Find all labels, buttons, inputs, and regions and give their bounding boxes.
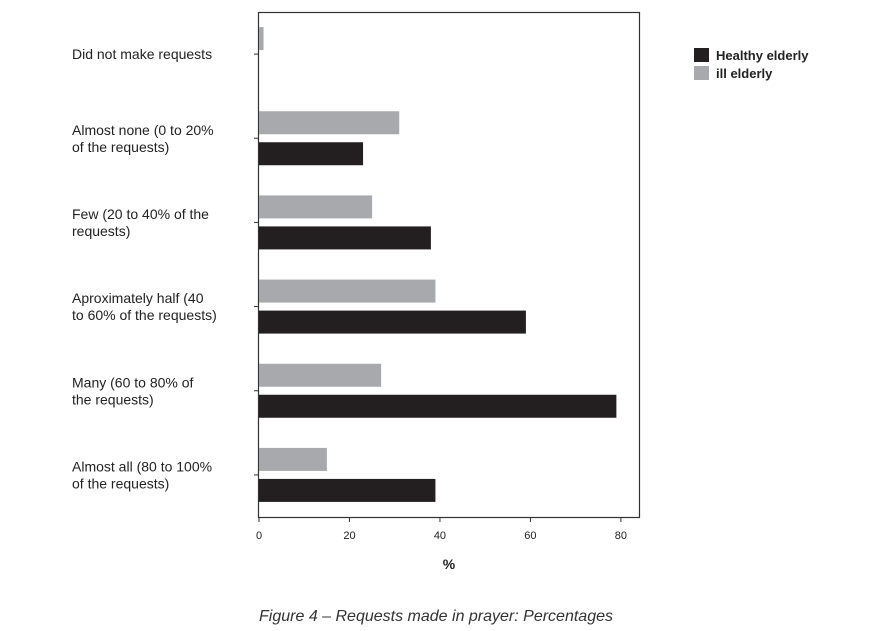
category-label: Did not make requests bbox=[72, 46, 212, 62]
category-label: requests) bbox=[72, 223, 130, 239]
category-label: Aproximately half (40 bbox=[72, 290, 204, 306]
bar-ill-3 bbox=[259, 279, 436, 303]
bar-healthy-5 bbox=[259, 478, 436, 502]
category-labels: Did not make requests Almost none (0 to 2… bbox=[72, 46, 217, 491]
category-label: the requests) bbox=[72, 391, 154, 407]
x-axis-title: % bbox=[443, 556, 456, 572]
x-tick-label: 80 bbox=[615, 530, 627, 542]
y-ticks bbox=[254, 53, 259, 476]
bar-healthy-1 bbox=[259, 142, 364, 166]
plot-frame bbox=[257, 11, 641, 519]
category-label: of the requests) bbox=[72, 475, 169, 491]
bar-ill-4 bbox=[259, 363, 382, 387]
bars-layer bbox=[259, 27, 617, 502]
category-label: Few (20 to 40% of the bbox=[72, 206, 209, 222]
bar-healthy-3 bbox=[259, 310, 526, 334]
bar-healthy-2 bbox=[259, 226, 431, 250]
category-label: of the requests) bbox=[72, 139, 169, 155]
bar-ill-0 bbox=[259, 27, 264, 51]
category-label: Many (60 to 80% of bbox=[72, 374, 194, 390]
legend-swatch bbox=[694, 48, 709, 62]
category-label: Almost none (0 to 20% bbox=[72, 122, 214, 138]
x-tick-label: 0 bbox=[256, 530, 262, 542]
bar-healthy-4 bbox=[259, 394, 617, 418]
legend-swatch bbox=[694, 66, 709, 80]
figure-caption: Figure 4 – Requests made in prayer: Perc… bbox=[259, 608, 613, 625]
x-ticks: 0 20 40 60 80 bbox=[256, 517, 627, 542]
x-tick-label: 40 bbox=[434, 530, 446, 542]
category-label: to 60% of the requests) bbox=[72, 307, 217, 323]
bar-ill-1 bbox=[259, 111, 400, 135]
legend: Healthy elderly ill elderly bbox=[694, 48, 809, 81]
legend-label: ill elderly bbox=[716, 66, 773, 81]
x-tick-label: 20 bbox=[343, 530, 355, 542]
bar-ill-2 bbox=[259, 195, 373, 219]
x-tick-label: 60 bbox=[524, 530, 536, 542]
bar-ill-5 bbox=[259, 447, 327, 471]
category-label: Almost all (80 to 100% bbox=[72, 458, 212, 474]
legend-label: Healthy elderly bbox=[716, 48, 809, 63]
